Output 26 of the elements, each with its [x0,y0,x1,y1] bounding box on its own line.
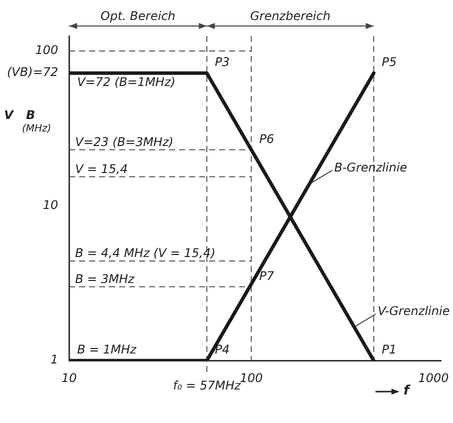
text: V-Grenzlinie [378,304,450,318]
annotation: P3 [214,55,230,70]
text: Opt. Bereich [100,9,176,24]
x-tick-label: 10 [61,370,78,385]
annotation: P1 [382,342,397,357]
ref-line-label: B = 4,4 MHz (V = 15,4) [75,246,216,260]
annotation: P4 [214,342,230,357]
x-tick-label: 1000 [418,370,450,385]
x-axis-title: f [403,383,412,398]
ref-line-label: V=23 (B=3MHz) [75,134,174,149]
annotation: B = 1MHz [77,342,138,357]
y-axis-title: V B (MHz) [4,108,52,135]
annotation: P6 [259,132,275,146]
y-tick-label: 1 [50,352,58,367]
annotation: P7 [259,268,275,283]
ref-line-label: f₀ = 57MHz [172,378,242,393]
ref-line-label: B = 3MHz [75,272,136,286]
annotation: P5 [382,55,397,70]
x-tick-label: 100 [240,370,264,385]
series-label: B-Grenzlinie [334,160,408,174]
text: Grenzbereich [250,9,330,24]
y-tick-label: 100 [35,43,58,58]
y-tick-label: (VB)=72 [6,65,58,80]
annotation: V=72 (B=1MHz) [77,75,176,90]
ref-line-label: V = 15,4 [75,162,128,176]
y-tick-label: 10 [42,198,58,212]
